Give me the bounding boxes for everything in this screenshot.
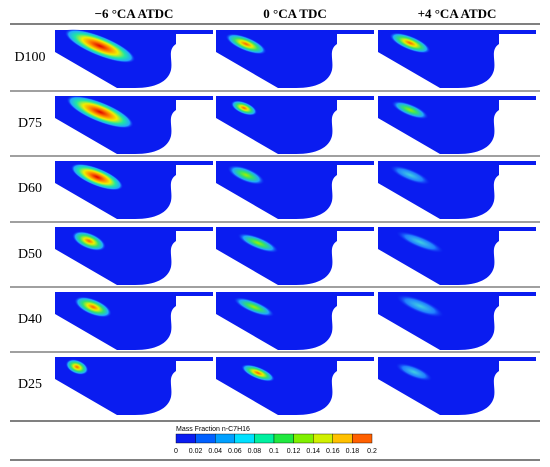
fuel-plume — [66, 95, 134, 129]
colorbar-tick-label: 0.14 — [306, 448, 320, 455]
contour-image — [216, 30, 374, 88]
fuel-plume — [389, 165, 431, 185]
contour-image — [378, 292, 536, 350]
contour-image — [378, 227, 536, 285]
colorbar-swatch — [234, 433, 255, 444]
fuel-plume — [241, 364, 275, 382]
column-header: −6 °CA ATDC — [95, 6, 174, 21]
colorbar-swatch — [332, 433, 353, 444]
contour-image — [216, 161, 374, 219]
row-label: D40 — [18, 312, 42, 327]
colorbar-tick-label: 0.04 — [208, 448, 222, 455]
contour-image — [55, 292, 213, 350]
colorbar-swatch — [214, 433, 235, 444]
contour-image — [55, 357, 213, 415]
colorbar-title: Mass Fraction n-C7H16 — [176, 426, 250, 433]
contour-image — [55, 29, 213, 88]
fuel-plume — [389, 32, 431, 54]
colorbar-swatch — [293, 433, 314, 444]
fuel-plume — [70, 163, 124, 191]
fuel-plume — [64, 29, 136, 63]
fuel-plume — [72, 230, 106, 252]
fuel-plume — [65, 359, 89, 375]
fuel-plume — [237, 233, 279, 253]
contour-image — [55, 227, 213, 285]
colorbar-swatch — [195, 433, 216, 444]
contour-image — [216, 96, 374, 154]
fuel-plume — [230, 100, 258, 116]
contour-image — [378, 96, 536, 154]
column-header: 0 °CA TDC — [263, 6, 326, 21]
column-header: +4 °CA ATDC — [418, 6, 497, 21]
contour-image — [378, 357, 536, 415]
fuel-plume — [391, 100, 429, 120]
fuel-plume — [74, 296, 112, 318]
row-label: D60 — [18, 181, 42, 196]
colorbar-swatch — [352, 433, 373, 444]
fuel-plume — [395, 362, 433, 382]
colorbar-tick-label: 0.16 — [326, 448, 340, 455]
colorbar-tick-label: 0 — [174, 448, 178, 455]
fuel-plume — [227, 165, 265, 185]
row-label: D50 — [18, 247, 42, 262]
colorbar-swatch — [254, 433, 275, 444]
contour-image — [55, 95, 213, 154]
fuel-plume — [395, 230, 445, 254]
colorbar-swatch — [313, 433, 334, 444]
row-label: D25 — [18, 377, 42, 392]
contour-image — [216, 357, 374, 415]
colorbar-tick-label: 0.02 — [189, 448, 203, 455]
colorbar-swatch — [273, 433, 294, 444]
fuel-plume — [225, 33, 267, 55]
colorbar-tick-label: 0.06 — [228, 448, 242, 455]
contour-image — [378, 30, 536, 88]
colorbar-swatch — [175, 433, 196, 444]
colorbar: Mass Fraction n-C7H16 0 0.02 0.04 0.06 0.08 0… — [174, 426, 377, 455]
colorbar-tick-label: 0.2 — [367, 448, 377, 455]
fuel-plume — [233, 297, 275, 317]
colorbar-tick-label: 0.08 — [248, 448, 262, 455]
contour-image — [378, 161, 536, 219]
contour-image — [216, 292, 374, 350]
colorbar-tick-label: 0.12 — [287, 448, 301, 455]
colorbar-tick-label: 0.18 — [346, 448, 360, 455]
combustion-bowl — [216, 357, 374, 415]
colorbar-tick-label: 0.1 — [269, 448, 279, 455]
row-label: D75 — [18, 116, 42, 131]
fuel-plume — [395, 294, 445, 318]
contour-image — [55, 161, 213, 219]
row-label: D100 — [14, 50, 45, 65]
contour-image — [216, 227, 374, 285]
